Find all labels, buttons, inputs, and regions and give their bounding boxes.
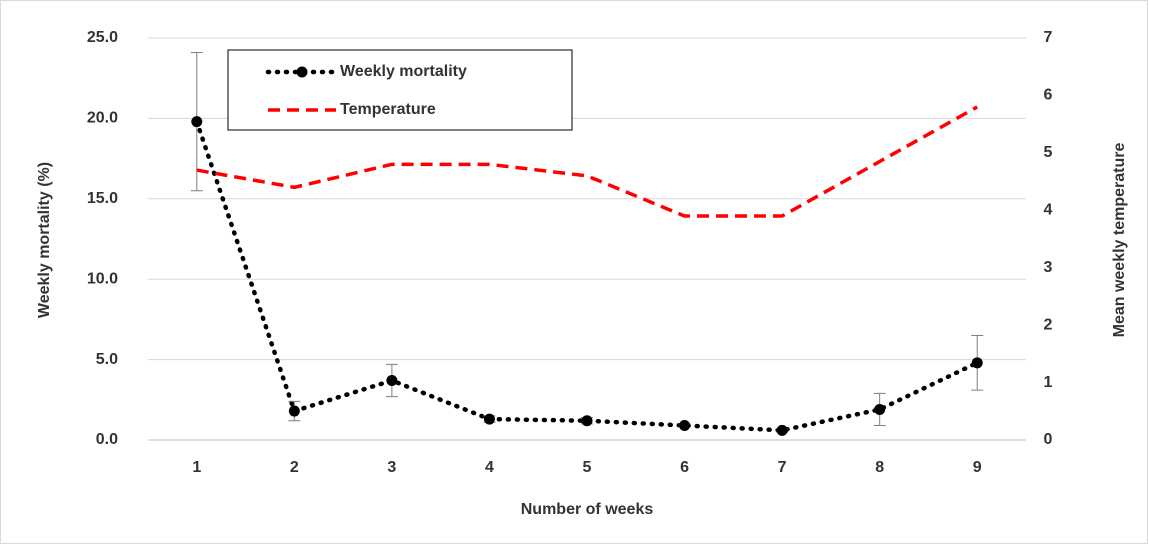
series-line [196,105,979,218]
x-tick-label: 2 [290,459,299,476]
x-tick-label: 6 [680,459,689,476]
y2-tick-label: 5 [1044,144,1053,161]
y2-tick-label: 4 [1044,202,1053,219]
legend-label: Weekly mortality [340,63,467,80]
x-tick-label: 4 [485,459,494,476]
x-tick-label: 8 [875,459,884,476]
data-point [971,357,983,369]
y-tick-label: 5.0 [96,351,118,368]
data-point [581,415,593,427]
legend-box [227,49,573,131]
x-tick-label: 9 [973,459,982,476]
y2-tick-label: 1 [1044,374,1053,391]
data-point [874,403,886,415]
x-axis-title: Number of weeks [521,501,654,518]
y-axis-title: Weekly mortality (%) [36,162,53,318]
y2-tick-label: 0 [1044,431,1053,448]
data-point [386,375,398,387]
data-point [776,424,788,436]
x-tick-label: 5 [583,459,592,476]
data-point [191,116,203,128]
y2-tick-label: 2 [1044,316,1053,333]
data-point [679,420,691,432]
y2-tick-label: 6 [1044,87,1053,104]
y-tick-label: 10.0 [87,270,118,287]
y-tick-label: 25.0 [87,29,118,46]
legend-marker [296,66,308,78]
x-tick-label: 1 [192,459,201,476]
data-point [288,405,300,417]
y2-tick-label: 3 [1044,259,1053,276]
y-tick-label: 15.0 [87,190,118,207]
data-point [483,413,495,425]
y2-axis-title: Mean weekly temperature [1111,143,1128,338]
legend-label: Temperature [340,101,436,118]
y2-tick-label: 7 [1044,29,1053,46]
y-tick-label: 0.0 [96,431,118,448]
y-tick-label: 20.0 [87,110,118,127]
x-tick-label: 7 [778,459,787,476]
x-tick-label: 3 [387,459,396,476]
